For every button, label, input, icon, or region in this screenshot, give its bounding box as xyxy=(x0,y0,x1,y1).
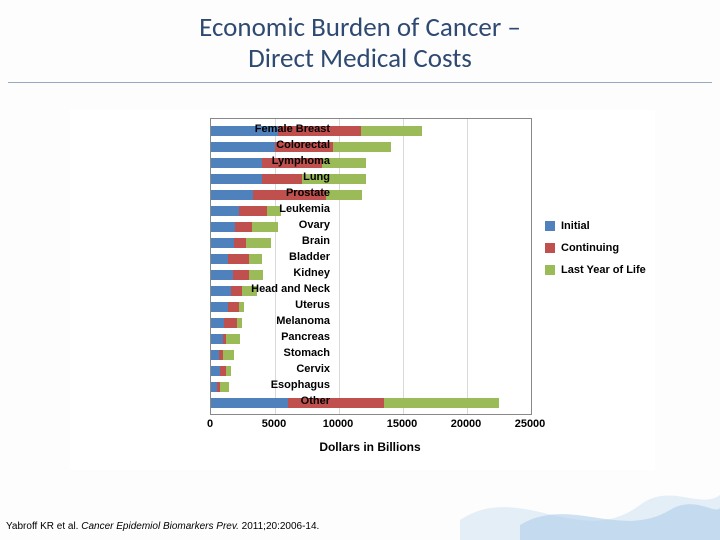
bar-segment xyxy=(326,190,362,200)
citation-prefix: Yabroff KR et al. xyxy=(6,521,81,532)
category-label: Bladder xyxy=(190,251,330,263)
x-tick-label: 10000 xyxy=(323,418,354,430)
citation: Yabroff KR et al. Cancer Epidemiol Bioma… xyxy=(6,521,319,532)
bar-segment xyxy=(361,126,422,136)
category-label: Prostate xyxy=(190,187,330,199)
legend-item: Continuing xyxy=(545,242,646,254)
bar-chart: Dollars in Billions Initial Continuing Las… xyxy=(70,110,655,470)
slide: Economic Burden of Cancer – Direct Medic… xyxy=(0,0,720,540)
category-label: Leukemia xyxy=(190,203,330,215)
legend: Initial Continuing Last Year of Life xyxy=(545,220,646,286)
citation-journal: Cancer Epidemiol Biomarkers Prev. xyxy=(81,521,239,532)
decorative-wave xyxy=(460,470,720,540)
slide-title: Economic Burden of Cancer – Direct Medic… xyxy=(8,0,712,83)
category-label: Female Breast xyxy=(190,123,330,135)
category-label: Cervix xyxy=(190,363,330,375)
x-tick-label: 5000 xyxy=(262,418,286,430)
category-label: Kidney xyxy=(190,267,330,279)
category-label: Brain xyxy=(190,235,330,247)
legend-item: Last Year of Life xyxy=(545,264,646,276)
legend-label: Continuing xyxy=(561,242,619,254)
x-tick-label: 15000 xyxy=(387,418,418,430)
category-label: Melanoma xyxy=(190,315,330,327)
bar-segment xyxy=(384,398,499,408)
legend-swatch xyxy=(545,221,555,231)
gridline xyxy=(403,119,404,414)
category-label: Ovary xyxy=(190,219,330,231)
category-label: Lymphoma xyxy=(190,155,330,167)
category-label: Esophagus xyxy=(190,379,330,391)
bar-segment xyxy=(333,142,392,152)
legend-swatch xyxy=(545,243,555,253)
legend-label: Last Year of Life xyxy=(561,264,646,276)
x-axis-label: Dollars in Billions xyxy=(210,440,530,454)
citation-suffix: 2011;20:2006-14. xyxy=(239,521,319,532)
title-line1: Economic Burden of Cancer – xyxy=(199,11,521,44)
gridline xyxy=(467,119,468,414)
category-label: Other xyxy=(190,395,330,407)
category-label: Stomach xyxy=(190,347,330,359)
x-tick-label: 0 xyxy=(207,418,213,430)
category-label: Colorectal xyxy=(190,139,330,151)
x-tick-label: 20000 xyxy=(451,418,482,430)
category-label: Head and Neck xyxy=(190,283,330,295)
category-label: Pancreas xyxy=(190,331,330,343)
title-line2: Direct Medical Costs xyxy=(248,42,472,75)
category-label: Uterus xyxy=(190,299,330,311)
legend-item: Initial xyxy=(545,220,646,232)
legend-label: Initial xyxy=(561,220,590,232)
x-tick-label: 25000 xyxy=(515,418,546,430)
legend-swatch xyxy=(545,265,555,275)
category-label: Lung xyxy=(190,171,330,183)
